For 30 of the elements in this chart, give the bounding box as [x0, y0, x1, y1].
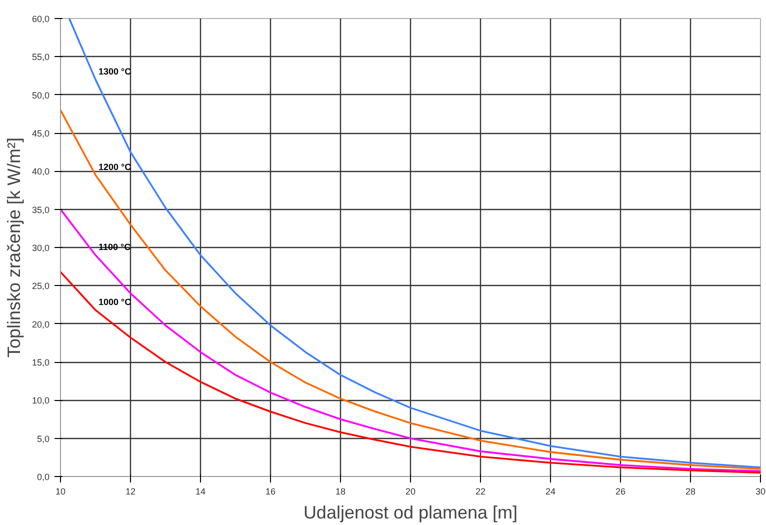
- x-axis-title: Udaljenost od plamena [m]: [303, 502, 518, 522]
- x-tick-label: 28: [685, 486, 696, 496]
- y-tick-label: 30,0: [32, 243, 50, 253]
- x-tick-label: 20: [405, 486, 416, 496]
- y-tick-label: 50,0: [32, 90, 50, 100]
- y-tick-label: 20,0: [32, 319, 50, 330]
- x-tick-label: 26: [615, 486, 626, 496]
- line-series: [60, 109, 760, 470]
- x-tick-label: 16: [265, 486, 276, 496]
- y-tick-label: 40,0: [32, 166, 50, 177]
- line-series: [68, 18, 760, 468]
- y-tick-label: 60,0: [32, 14, 50, 24]
- line-series: [60, 271, 760, 474]
- y-tick-label: 5,0: [36, 434, 50, 444]
- y-tick-label: 25,0: [32, 281, 50, 292]
- x-tick-label: 24: [545, 486, 556, 496]
- y-tick-label: 45,0: [32, 128, 50, 138]
- y-tick-label: 0,0: [36, 472, 50, 482]
- y-tick-label: 10,0: [32, 396, 50, 406]
- x-tick-label: 18: [335, 486, 346, 496]
- y-tick-label: 55,0: [32, 52, 50, 62]
- y-tick-label: 15,0: [32, 358, 50, 368]
- y-tick-label: 35,0: [32, 204, 50, 215]
- line-series: [60, 208, 760, 472]
- y-axis-title: Toplinsko zračenje [k W/m²]: [4, 137, 24, 358]
- x-tick-label: 14: [195, 486, 206, 496]
- x-tick-label: 22: [475, 486, 486, 496]
- x-tick-label: 30: [755, 486, 766, 496]
- x-tick-label: 10: [55, 486, 66, 496]
- x-tick-label: 12: [125, 486, 136, 496]
